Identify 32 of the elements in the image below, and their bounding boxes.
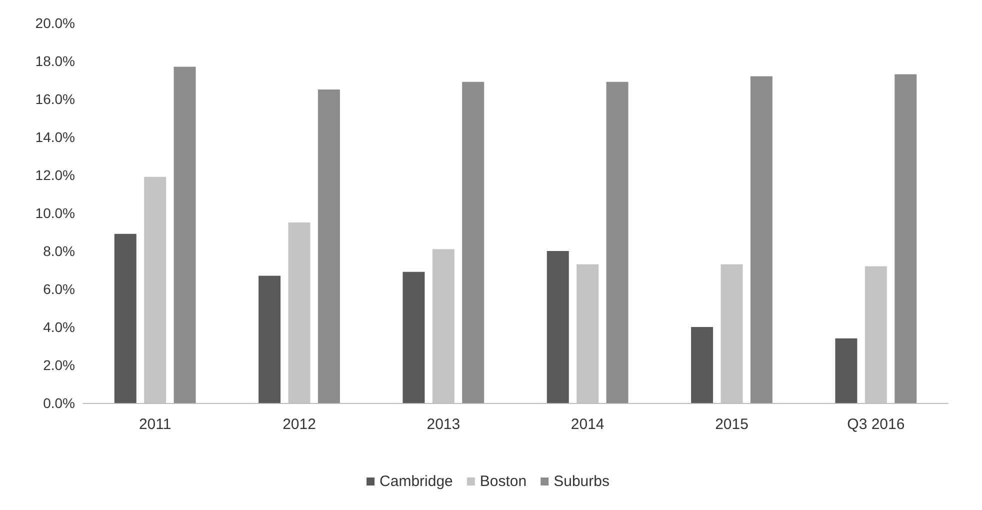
bar bbox=[750, 76, 772, 403]
bar bbox=[258, 276, 281, 403]
y-tick-label: 8.0% bbox=[43, 243, 75, 259]
bar bbox=[894, 74, 917, 403]
y-tick-label: 2.0% bbox=[43, 357, 75, 373]
x-tick-label: 2012 bbox=[282, 416, 316, 433]
bar bbox=[691, 327, 714, 403]
legend-label: Boston bbox=[480, 473, 527, 490]
y-tick-label: 6.0% bbox=[43, 281, 75, 297]
y-tick-label: 18.0% bbox=[35, 53, 75, 69]
bar bbox=[402, 272, 425, 403]
x-tick-label: 2013 bbox=[426, 416, 460, 433]
y-tick-label: 14.0% bbox=[35, 129, 75, 145]
y-tick-label: 12.0% bbox=[35, 167, 75, 183]
x-tick-label: Q3 2016 bbox=[847, 416, 905, 433]
legend-label: Suburbs bbox=[554, 473, 610, 490]
bar bbox=[835, 338, 858, 403]
bar bbox=[462, 82, 484, 403]
x-tick-label: 2015 bbox=[715, 416, 748, 433]
legend-label: Cambridge bbox=[380, 473, 453, 490]
y-tick-label: 16.0% bbox=[35, 91, 75, 107]
y-tick-label: 10.0% bbox=[35, 205, 75, 221]
bar bbox=[606, 82, 628, 403]
y-tick-label: 0.0% bbox=[43, 395, 75, 411]
bar bbox=[114, 234, 136, 403]
x-tick-label: 2011 bbox=[138, 416, 172, 433]
bar bbox=[546, 251, 569, 403]
bar bbox=[174, 66, 196, 403]
y-tick-label: 20.0% bbox=[35, 15, 75, 31]
bar bbox=[318, 90, 340, 403]
y-tick-label: 4.0% bbox=[43, 319, 75, 335]
x-tick-label: 2014 bbox=[570, 416, 604, 433]
